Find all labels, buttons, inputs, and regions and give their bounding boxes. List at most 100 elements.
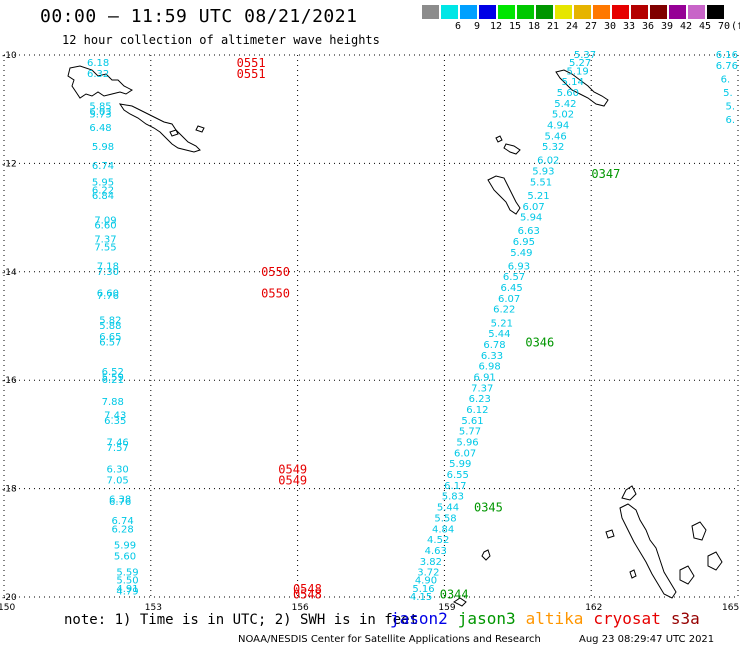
legend-swatch bbox=[555, 5, 572, 19]
swh-value: 6.48 bbox=[89, 123, 111, 134]
swh-value: 6.84 bbox=[92, 191, 114, 202]
coastline-loyalty-2 bbox=[707, 551, 723, 571]
swh-value: 6.91 bbox=[474, 372, 496, 383]
swh-value: 7.46 bbox=[107, 438, 129, 449]
legend-swatch bbox=[441, 5, 458, 19]
swh-value: 5.85 bbox=[89, 101, 111, 112]
swh-value: 7.37 bbox=[471, 383, 493, 394]
swh-value: 4.84 bbox=[432, 524, 454, 535]
swh-value: 6.76 bbox=[109, 497, 131, 508]
swh-value: 7.76 bbox=[97, 291, 119, 302]
swh-value: 5.50 bbox=[116, 576, 138, 587]
swh-value: 7.57 bbox=[107, 443, 129, 454]
swh-value: 5.42 bbox=[554, 99, 576, 110]
swh-value: 6.95 bbox=[513, 237, 535, 248]
longitude-label: 165 bbox=[722, 603, 739, 613]
pass-time-label: 0347 bbox=[591, 167, 620, 181]
legend-label: 21 bbox=[546, 21, 560, 32]
swh-value: 5.73 bbox=[89, 110, 111, 121]
legend-label: 12 bbox=[489, 21, 503, 32]
legend-swatch bbox=[574, 5, 591, 19]
legend-swatch bbox=[422, 5, 439, 19]
swh-value: 6.23 bbox=[469, 394, 491, 405]
swh-value: 6.18 bbox=[87, 58, 109, 69]
coastline-small-4 bbox=[605, 529, 615, 539]
swh-value: 5.21 bbox=[527, 191, 549, 202]
longitude-label: 150 bbox=[0, 603, 15, 613]
coastline-new-caledonia bbox=[619, 485, 677, 599]
latitude-label: -18 bbox=[2, 485, 17, 495]
swh-value: 5.98 bbox=[92, 142, 114, 153]
swh-value: 5.44 bbox=[488, 329, 510, 340]
pass-time-label: 0344 bbox=[440, 587, 469, 601]
swh-value: 6.21 bbox=[102, 375, 124, 386]
map-title: 00:00 — 11:59 UTC 08/21/2021 bbox=[40, 6, 358, 27]
latitude-label: -14 bbox=[2, 268, 17, 278]
swh-value: 6.32 bbox=[87, 69, 109, 80]
swh-value: 6.07 bbox=[454, 448, 476, 459]
swh-value: 5.82 bbox=[99, 316, 121, 327]
legend-swatch bbox=[650, 5, 667, 19]
pass-time-label: 0345 bbox=[474, 501, 503, 515]
satellite-name: cryosat bbox=[593, 609, 661, 628]
swh-value: 5.37 bbox=[574, 50, 596, 61]
pass-time-label: 0550 bbox=[261, 265, 290, 279]
coastline-island-mid bbox=[487, 175, 521, 215]
swh-value: 6.57 bbox=[503, 272, 525, 283]
coastline-loyalty-1 bbox=[691, 521, 707, 541]
swh-value: 6.74 bbox=[92, 161, 114, 172]
swh-value: 5.88 bbox=[99, 321, 121, 332]
swh-value: 7.09 bbox=[94, 215, 116, 226]
swh-value: 6.17 bbox=[444, 481, 466, 492]
swh-value: 7.55 bbox=[94, 242, 116, 253]
coastline-solomons-east bbox=[555, 69, 609, 107]
legend-label: 70 bbox=[717, 21, 731, 32]
legend-label: 30 bbox=[603, 21, 617, 32]
legend-swatch bbox=[631, 5, 648, 19]
swh-value: 6.35 bbox=[104, 416, 126, 427]
swh-value: 4.63 bbox=[425, 546, 447, 557]
swh-value: 6.65 bbox=[99, 332, 121, 343]
coastlines bbox=[67, 65, 723, 607]
swh-value: 6. bbox=[726, 115, 736, 126]
swh-value: 6.12 bbox=[466, 405, 488, 416]
swh-value: 6.28 bbox=[111, 524, 133, 535]
swh-value: 5. bbox=[723, 88, 733, 99]
swh-value: 6.60 bbox=[97, 288, 119, 299]
map-subtitle: 12 hour collection of altimeter wave hei… bbox=[62, 33, 380, 47]
swh-value: 4.94 bbox=[547, 120, 569, 131]
swh-value: 6.30 bbox=[107, 465, 129, 476]
swh-value: 4.90 bbox=[415, 576, 437, 587]
longitude-label: 153 bbox=[145, 603, 162, 613]
swh-value: 5.21 bbox=[491, 318, 513, 329]
longitude-label: 162 bbox=[585, 603, 602, 613]
swh-value: 5.14 bbox=[562, 77, 584, 88]
legend-swatch bbox=[707, 5, 724, 19]
latitude-label: -10 bbox=[2, 51, 17, 61]
swh-value: 7.30 bbox=[97, 267, 119, 278]
swh-value: 6.33 bbox=[481, 351, 503, 362]
swh-value: 6.22 bbox=[92, 186, 114, 197]
pass-time-label: 0551 bbox=[237, 56, 266, 70]
legend-swatch bbox=[688, 5, 705, 19]
swh-value: 5.27 bbox=[569, 58, 591, 69]
swh-value: 6.98 bbox=[478, 362, 500, 373]
swh-value: 4.52 bbox=[427, 535, 449, 546]
legend-label: 33 bbox=[622, 21, 636, 32]
latitude-label: -20 bbox=[2, 593, 17, 603]
swh-value: 5.83 bbox=[442, 492, 464, 503]
legend-swatch bbox=[593, 5, 610, 19]
swh-value: 4.79 bbox=[116, 587, 138, 598]
swh-value: 5.32 bbox=[542, 142, 564, 153]
pass-time-label: 0346 bbox=[525, 335, 554, 349]
satellite-name: jason2 bbox=[390, 609, 448, 628]
swh-value: 6.93 bbox=[508, 261, 530, 272]
legend-unit: (ft) bbox=[730, 21, 740, 32]
legend-label: 45 bbox=[698, 21, 712, 32]
swh-value: 6.74 bbox=[111, 516, 133, 527]
credit-line: NOAA/NESDIS Center for Satellite Applica… bbox=[238, 634, 541, 645]
swh-value: 6.52 bbox=[102, 367, 124, 378]
swh-value: 6.16 bbox=[716, 50, 738, 61]
swh-value: 5.94 bbox=[520, 213, 542, 224]
